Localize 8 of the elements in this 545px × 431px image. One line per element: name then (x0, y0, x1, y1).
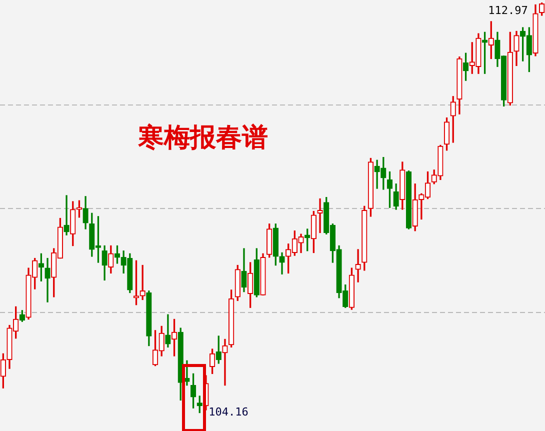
annotation: 104.16 (208, 406, 248, 419)
candlestick (64, 195, 70, 236)
text: 寒梅报春谱 (138, 122, 268, 155)
annotation: 112.97 (488, 4, 528, 17)
candlestick (222, 338, 228, 386)
candlestick (355, 249, 361, 282)
candlestick (44, 258, 50, 302)
candlestick (317, 198, 323, 234)
